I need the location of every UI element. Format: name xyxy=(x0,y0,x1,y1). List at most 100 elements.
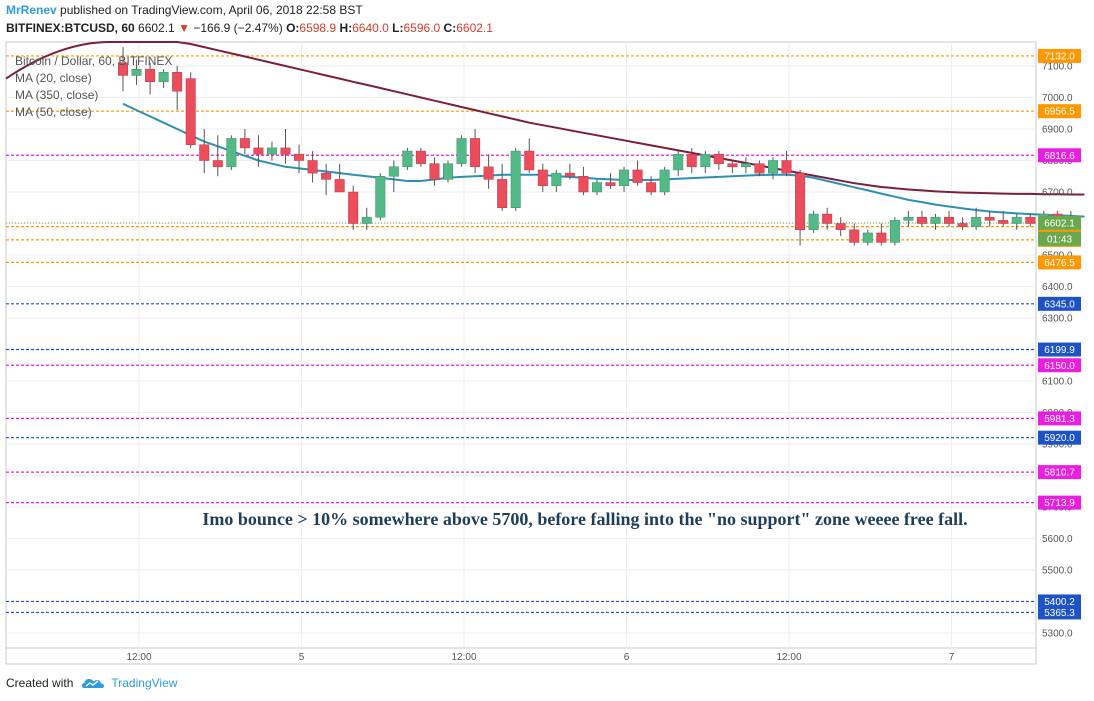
candle-up xyxy=(226,138,237,168)
candle-up xyxy=(402,150,413,168)
candle-down xyxy=(348,191,359,224)
candle-down xyxy=(876,232,887,243)
candle-up xyxy=(510,150,521,209)
candle-down xyxy=(916,216,927,224)
level-tag: 5981.3 xyxy=(1044,414,1075,425)
legend-ma20[interactable]: MA (20, close) xyxy=(15,71,92,85)
moving-averages xyxy=(5,41,1085,218)
ma-20-line xyxy=(122,102,1085,218)
level-tag: 6476.5 xyxy=(1044,258,1075,269)
footer: Created with TradingView xyxy=(6,676,177,690)
x-tick-label: 5 xyxy=(299,652,305,663)
open-value: 6598.9 xyxy=(299,21,337,35)
candle-down xyxy=(199,144,210,161)
candle-down xyxy=(172,72,183,92)
level-lines xyxy=(6,55,1036,614)
level-tag: 5920.0 xyxy=(1044,433,1075,444)
ma-50-line xyxy=(5,41,1085,196)
candle-down xyxy=(686,153,697,168)
symbol-label: BITFINEX:BTCUSD, 60 xyxy=(6,21,135,35)
candle-down xyxy=(253,147,264,155)
candle-down xyxy=(781,160,792,174)
candle-up xyxy=(971,216,982,227)
publisher-line: MrRenev published on TradingView.com, Ap… xyxy=(6,3,363,17)
high-label: H: xyxy=(339,21,353,35)
current-price-tag-bg xyxy=(1038,215,1081,230)
candle-up xyxy=(673,153,684,171)
candle-up xyxy=(361,216,372,224)
candle-up xyxy=(456,138,467,164)
price-tags: 7132.06956.56816.66590.06548.06476.56345… xyxy=(1038,48,1081,620)
last-price: 6602.1 xyxy=(138,21,175,35)
candle-down xyxy=(957,223,968,227)
y-tick-label: 5500.0 xyxy=(1042,566,1073,577)
candle-down xyxy=(727,163,738,168)
level-tag-bg xyxy=(1038,411,1081,426)
y-tick-label: 6300.0 xyxy=(1042,314,1073,325)
created-with-label: Created with xyxy=(6,676,74,690)
level-tag: 5713.9 xyxy=(1044,498,1075,509)
candle-up xyxy=(930,216,941,224)
tradingview-link[interactable]: TradingView xyxy=(81,676,177,690)
level-tag-bg xyxy=(1038,495,1081,510)
open-label: O: xyxy=(286,21,300,35)
level-tag: 6816.6 xyxy=(1044,151,1075,162)
candle-up xyxy=(1011,216,1022,224)
candle-up xyxy=(700,153,711,168)
candle-down xyxy=(822,213,833,224)
level-tag: 6956.5 xyxy=(1044,107,1075,118)
legend-ma350[interactable]: MA (350, close) xyxy=(15,88,98,102)
level-tag: 5810.7 xyxy=(1044,468,1075,479)
candle-down xyxy=(470,138,481,168)
candle-down xyxy=(646,182,657,193)
candle-up xyxy=(619,169,630,186)
x-tick-label: 12:00 xyxy=(126,652,151,663)
x-tick-label: 6 xyxy=(624,652,630,663)
level-tag-bg xyxy=(1038,358,1081,373)
y-tick-label: 6100.0 xyxy=(1042,377,1073,388)
candle-down xyxy=(415,150,426,164)
down-arrow-icon: ▼ xyxy=(178,21,190,35)
legend-title: Bitcoin / Dollar, 60, BITFINEX xyxy=(15,54,172,68)
candle-down xyxy=(754,163,765,174)
close-value: 6602.1 xyxy=(456,21,493,35)
legend-ma50[interactable]: MA (50, close) xyxy=(15,105,92,119)
level-tag-bg xyxy=(1038,594,1081,609)
candle-down xyxy=(280,147,291,155)
level-tag-bg xyxy=(1038,148,1081,163)
candle-down xyxy=(1025,216,1036,224)
candle-down xyxy=(497,179,508,208)
candle-down xyxy=(998,220,1009,224)
y-tick-label: 7000.0 xyxy=(1042,93,1073,104)
candle-down xyxy=(984,216,995,221)
y-tick-label: 5600.0 xyxy=(1042,534,1073,545)
level-tag: 7132.0 xyxy=(1044,51,1075,62)
candle-down xyxy=(307,160,318,174)
candle-down xyxy=(835,223,846,231)
level-tag-bg xyxy=(1038,605,1081,620)
candle-up xyxy=(862,232,873,243)
close-label: C: xyxy=(443,21,457,35)
y-tick-label: 6400.0 xyxy=(1042,282,1073,293)
x-tick-label: 12:00 xyxy=(776,652,801,663)
level-tag-bg xyxy=(1038,465,1081,480)
chart-annotation: Imo bounce > 10% somewhere above 5700, b… xyxy=(202,509,967,529)
tradingview-brand: TradingView xyxy=(111,676,178,690)
candle-down xyxy=(118,62,128,76)
candle-down xyxy=(849,229,860,243)
countdown-tag-bg xyxy=(1038,231,1081,246)
chart-frame xyxy=(5,41,1037,665)
candle-down xyxy=(944,216,955,224)
candle-down xyxy=(429,163,440,180)
author-name[interactable]: MrRenev xyxy=(6,3,57,17)
candle-up xyxy=(388,166,399,177)
candle-up xyxy=(740,163,751,168)
level-tag-bg xyxy=(1038,48,1081,63)
high-value: 6640.0 xyxy=(352,21,389,35)
candle-down xyxy=(537,169,548,186)
candle-up xyxy=(808,213,819,231)
candle-down xyxy=(294,153,305,161)
candle-up xyxy=(591,182,602,193)
